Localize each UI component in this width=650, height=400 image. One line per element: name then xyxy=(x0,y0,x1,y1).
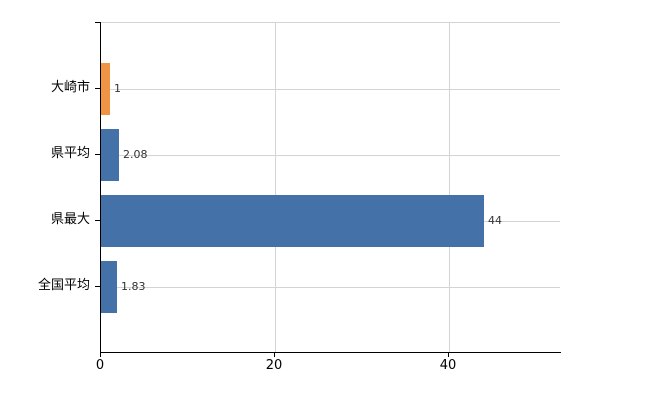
bar-2 xyxy=(101,195,484,247)
bar-3 xyxy=(101,261,117,313)
x-tick-label: 0 xyxy=(95,358,105,373)
x-axis-line xyxy=(100,352,561,353)
bar-value-label: 2.08 xyxy=(123,148,148,161)
x-axis-tick xyxy=(274,353,275,357)
x-gridline xyxy=(275,23,276,352)
bar-value-label: 1.83 xyxy=(121,280,146,293)
category-label: 県最大 xyxy=(50,212,90,227)
y-axis-tick xyxy=(95,154,101,155)
category-label: 大崎市 xyxy=(50,80,90,95)
y-axis-top-tick xyxy=(95,22,101,23)
bar-value-label: 1 xyxy=(114,82,121,95)
bar-1 xyxy=(101,129,119,181)
category-gridline xyxy=(101,155,560,156)
category-label: 県平均 xyxy=(50,146,90,161)
bar-0 xyxy=(101,63,110,115)
y-axis-line xyxy=(100,22,101,353)
bar-value-label: 44 xyxy=(488,214,502,227)
category-gridline xyxy=(101,287,560,288)
y-axis-tick xyxy=(95,220,101,221)
x-gridline xyxy=(449,23,450,352)
x-tick-label: 40 xyxy=(439,358,457,373)
x-tick-label: 20 xyxy=(265,358,283,373)
x-axis-tick xyxy=(448,353,449,357)
category-label: 全国平均 xyxy=(37,278,90,293)
y-axis-tick xyxy=(95,88,101,89)
y-axis-tick xyxy=(95,286,101,287)
plot-area: 1 2.08 44 1.83 xyxy=(101,22,560,352)
category-gridline xyxy=(101,89,560,90)
x-axis-tick xyxy=(100,353,101,357)
